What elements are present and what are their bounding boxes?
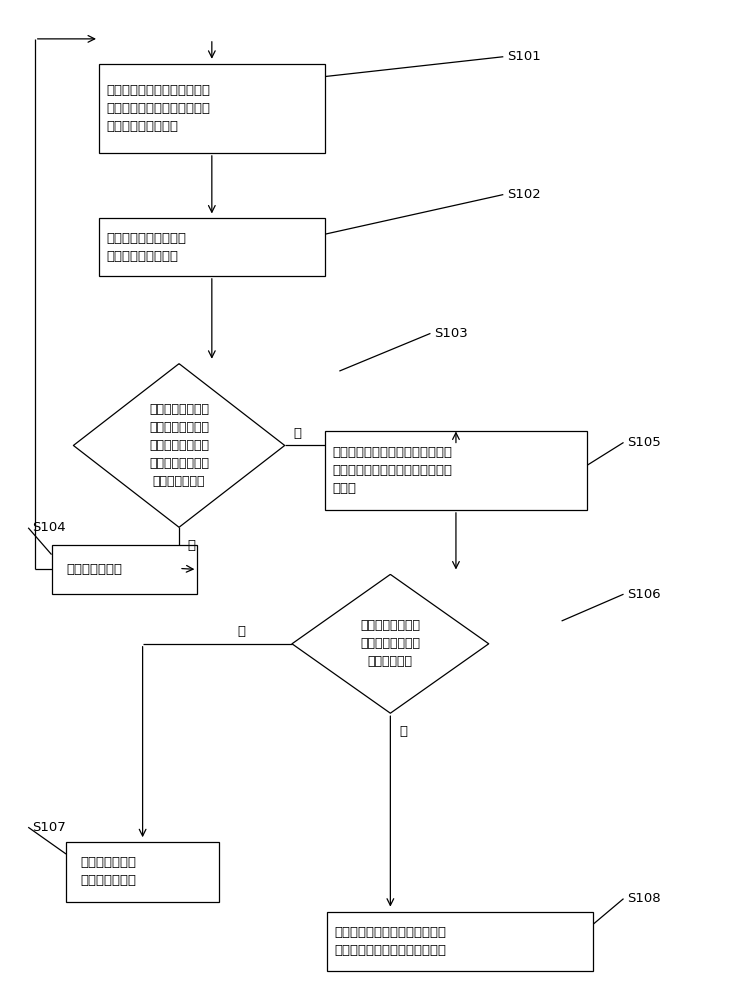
Text: 否: 否 [293,427,301,440]
Bar [325,431,587,510]
Text: 禁止投入下一个
交流滤波器小组: 禁止投入下一个 交流滤波器小组 [80,856,136,887]
Bar [326,912,593,971]
Bar [52,545,198,594]
Text: 增加输送直流功率，或将无功控
制方式自动转换为手动控制模式: 增加输送直流功率，或将无功控 制方式自动转换为手动控制模式 [334,926,446,957]
Text: S107: S107 [32,821,66,834]
Text: S102: S102 [507,188,541,201]
Text: 否: 否 [399,725,407,738]
Text: 根据已投入的交流滤波器，计算已
投入的交流滤波器的最大允许负荷
电流值: 根据已投入的交流滤波器，计算已 投入的交流滤波器的最大允许负荷 电流值 [332,446,452,495]
Text: S103: S103 [434,327,468,340]
Text: S108: S108 [627,892,661,905]
Text: 获取换流站短路容量、交流滤
波器额定容量、以及交流滤波
器投入后动态无功值: 获取换流站短路容量、交流滤 波器额定容量、以及交流滤波 器投入后动态无功值 [106,84,210,133]
Text: 是: 是 [237,625,245,638]
Text: 计算交流滤波器投入后
交流母线电压变化量: 计算交流滤波器投入后 交流母线电压变化量 [106,232,186,263]
Text: S106: S106 [627,588,661,601]
Text: 当前交流母线电压
与交流滤波器投入
后交流母线电压变
化量之和小于交流
母线电压限制值: 当前交流母线电压 与交流滤波器投入 后交流母线电压变 化量之和小于交流 母线电压… [149,403,209,488]
Text: 投入交流滤波器: 投入交流滤波器 [66,563,122,576]
Bar [99,64,325,153]
Text: 是: 是 [188,539,196,552]
Text: S104: S104 [32,521,66,534]
Text: S101: S101 [507,50,541,63]
Bar [66,842,219,902]
Text: 当前实测直流电流
值小于所述最大允
许负荷电流值: 当前实测直流电流 值小于所述最大允 许负荷电流值 [360,619,420,668]
Bar [99,218,325,276]
Text: S105: S105 [627,436,661,449]
